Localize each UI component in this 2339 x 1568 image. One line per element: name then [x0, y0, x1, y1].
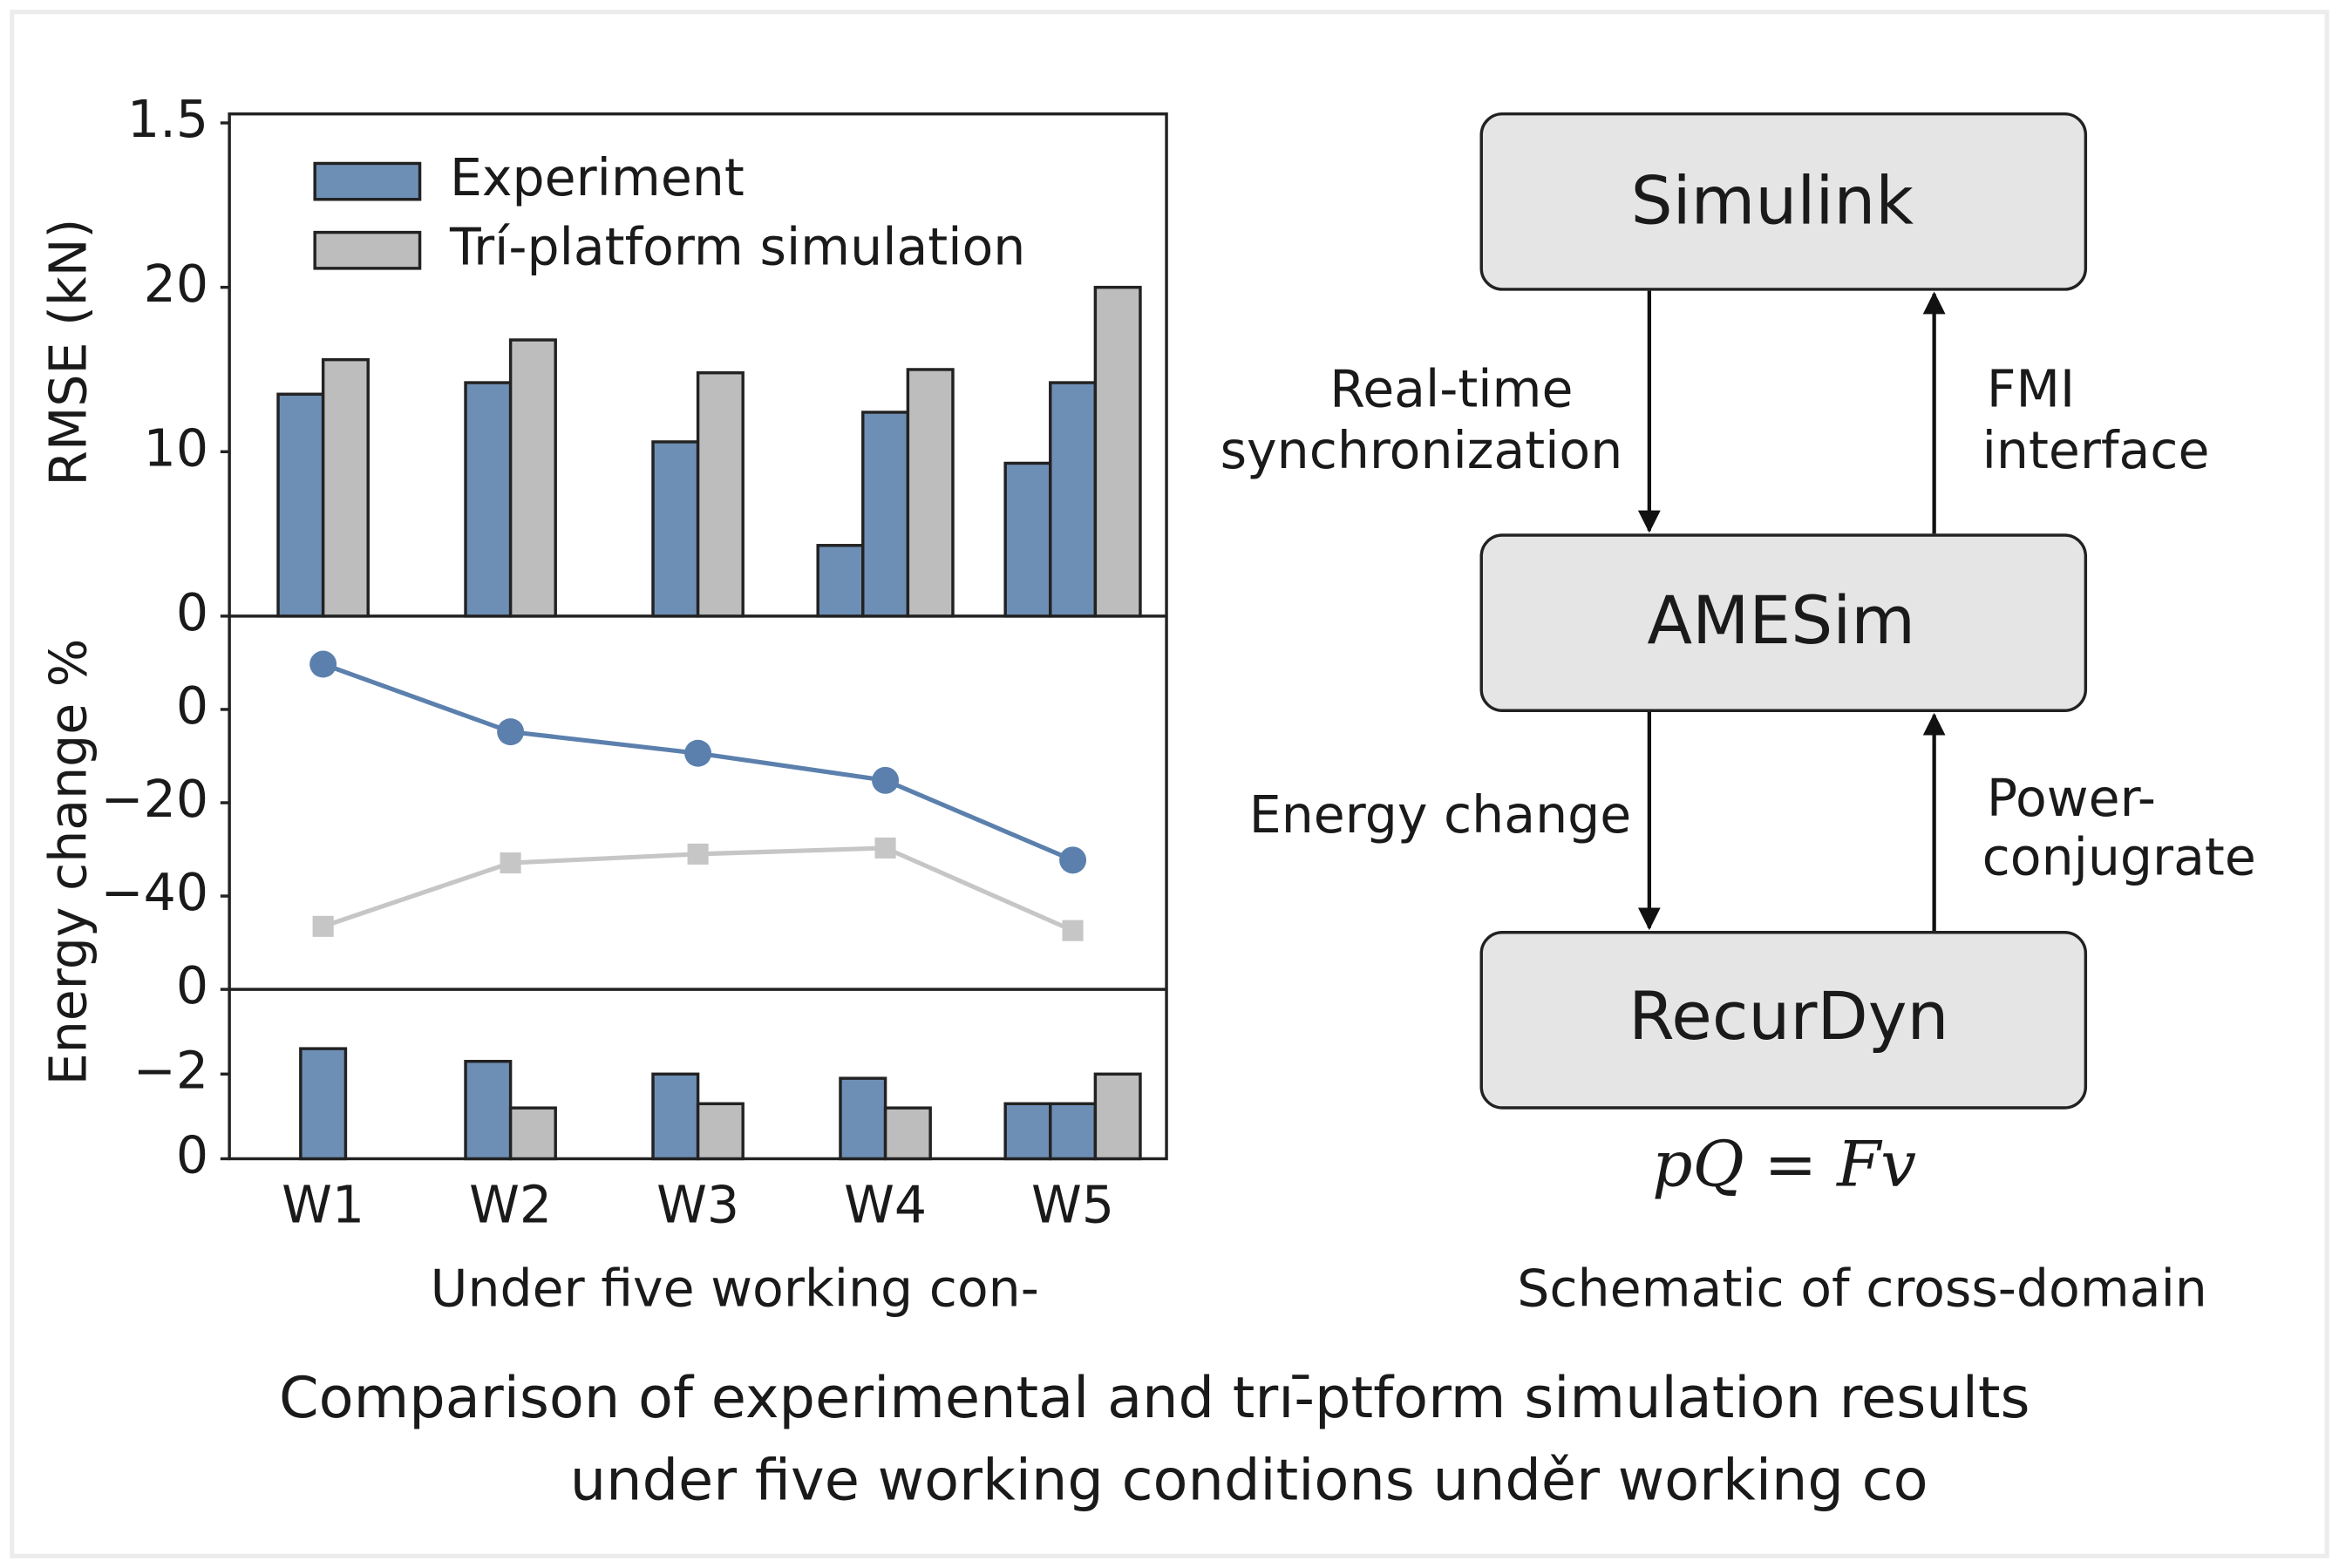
- legend-label: Experiment: [450, 148, 745, 207]
- legend-swatch: [313, 230, 422, 270]
- bar: [1003, 1102, 1052, 1161]
- bar: [906, 368, 955, 618]
- marker: [687, 843, 709, 865]
- bar: [651, 1072, 700, 1161]
- bar: [321, 357, 370, 618]
- bar: [696, 1102, 745, 1161]
- equation: pQ = Fv: [1652, 1129, 1916, 1202]
- x-tick-label: W4: [844, 1175, 927, 1234]
- diagram-caption: Schematic of cross-domain: [1517, 1259, 2207, 1319]
- legend-swatch: [313, 161, 422, 201]
- marker: [497, 718, 525, 746]
- y-axis-label: Energy change %: [39, 639, 99, 1086]
- marker: [309, 650, 337, 678]
- edge-label: synchronization: [1220, 421, 1623, 480]
- bar: [839, 1076, 887, 1161]
- bar: [1003, 461, 1052, 618]
- edge-label: FMI: [1987, 360, 2075, 419]
- y-tick-label: 20: [144, 255, 208, 314]
- bar: [861, 411, 910, 618]
- node-label: Simulink: [1631, 163, 1914, 240]
- y-axis-label: RMSE (kN): [39, 219, 99, 486]
- bar: [696, 371, 745, 618]
- y-tick-label: 0: [176, 1126, 208, 1185]
- bar: [883, 1106, 932, 1161]
- marker: [684, 739, 712, 767]
- bar: [1093, 285, 1142, 618]
- diagram: Simulink AMESim RecurDyn Real-time synch…: [1220, 112, 2256, 1319]
- bar: [1093, 1072, 1142, 1161]
- y-tick-label: 0: [176, 583, 208, 642]
- figure-caption: under five working conditions unděr work…: [570, 1448, 1928, 1514]
- marker: [500, 852, 521, 874]
- x-axis-label: Under five working con-: [431, 1259, 1039, 1319]
- y-tick-label: 0: [176, 676, 208, 736]
- bar: [816, 544, 865, 618]
- y-tick-label: −2: [133, 1041, 208, 1100]
- marker: [1062, 920, 1084, 941]
- node-box: [1479, 112, 2088, 291]
- bar: [299, 1047, 348, 1161]
- y-tick-label: −20: [101, 770, 208, 829]
- bar: [508, 338, 557, 618]
- x-tick-label: W2: [469, 1175, 552, 1234]
- node-box: [1479, 533, 2088, 712]
- edge-label: Energy change: [1249, 785, 1631, 845]
- edge-label: conjugrate: [1982, 827, 2256, 886]
- bar: [464, 381, 513, 618]
- x-tick-label: W3: [656, 1175, 739, 1234]
- x-tick-label: W5: [1031, 1175, 1114, 1234]
- node-label: RecurDyn: [1628, 978, 1948, 1055]
- marker: [872, 766, 900, 794]
- edge-label: interface: [1982, 421, 2210, 480]
- bar: [464, 1059, 513, 1161]
- bar: [508, 1106, 557, 1161]
- marker: [312, 915, 334, 937]
- y-tick-label: −40: [101, 863, 208, 922]
- node-box: [1479, 931, 2088, 1110]
- bar: [651, 440, 700, 618]
- edge-label: Power-: [1987, 769, 2156, 828]
- legend-label: Trí-platform simulation: [449, 217, 1025, 276]
- y-tick-label: 10: [144, 418, 208, 478]
- marker: [874, 837, 896, 859]
- node-label: AMESim: [1647, 582, 1915, 659]
- y-tick-label: 0: [176, 956, 208, 1015]
- y-tick-label: 1.5: [127, 90, 208, 149]
- edge-label: Real-time: [1329, 360, 1573, 419]
- figure-caption: Comparison of experimental and trı-̄ptfo…: [279, 1365, 2030, 1431]
- marker: [1059, 846, 1087, 874]
- bar: [1049, 1102, 1098, 1161]
- charts: 0 10 20 1.5 RMSE (kN) Experiment Trí-platform …: [39, 90, 1168, 1319]
- bar: [1049, 381, 1098, 618]
- bar: [276, 392, 325, 618]
- x-tick-label: W1: [282, 1175, 364, 1234]
